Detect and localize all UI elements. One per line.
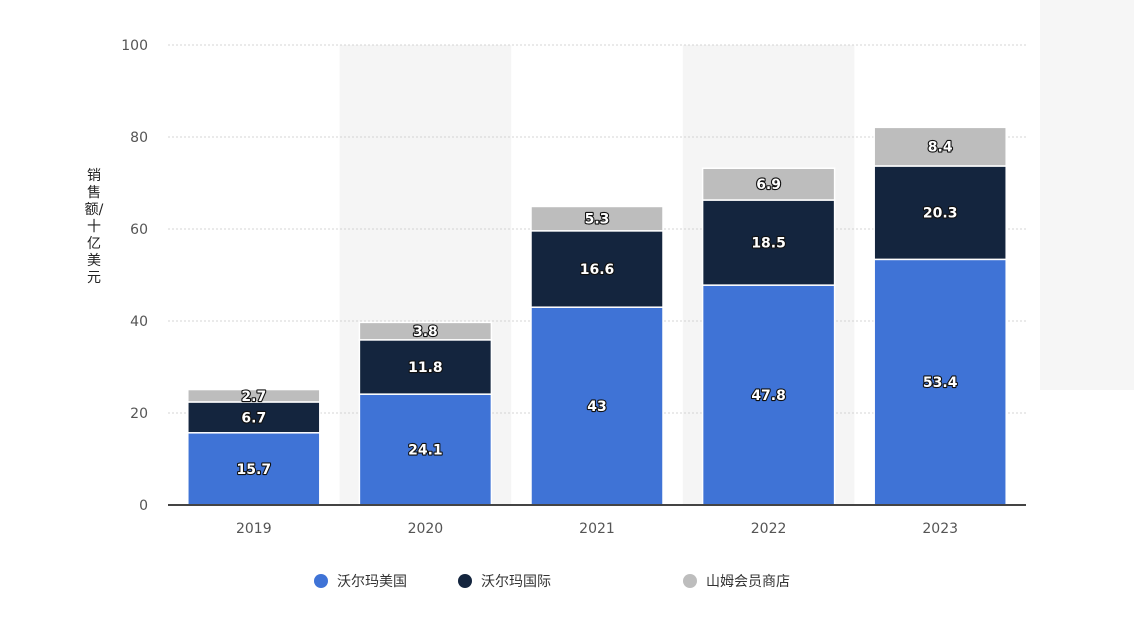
bar-2019-series-2 [187, 388, 321, 403]
bar-2019-series-0 [187, 432, 321, 506]
data-label-2022-series-1: 18.5 [751, 236, 786, 252]
data-label-2020-series-0: 24.1 [408, 443, 443, 459]
bar-2023-series-0 [873, 258, 1007, 506]
bar-2022-series-0 [701, 284, 836, 506]
x-axis-ticks: 2019 2020 2021 2022 2023 [236, 521, 958, 537]
legend-label-walmart-international: 沃尔玛国际 [481, 574, 551, 590]
bar-2021-series-1 [530, 230, 664, 308]
y-tick-label-20: 20 [130, 406, 148, 422]
y-axis-title: 销售额/十亿美元 [84, 168, 104, 286]
legend-swatch-walmart-international [458, 574, 472, 588]
data-label-2020-series-2: 3.8 [413, 324, 438, 340]
x-tick-label-2020: 2020 [408, 521, 444, 537]
legend-swatch-sams-club [683, 574, 697, 588]
legend-item-walmart-us[interactable]: 沃尔玛美国 [314, 569, 407, 593]
y-axis-ticks: 0 20 40 60 80 100 [121, 38, 148, 514]
data-label-2019-series-1: 6.7 [241, 410, 266, 426]
bar-2019-series-1 [187, 401, 321, 434]
data-label-2023-series-2: 8.4 [928, 140, 953, 156]
legend-label-sams-club: 山姆会员商店 [706, 574, 790, 590]
data-label-2021-series-2: 5.3 [585, 212, 610, 228]
bar-stacks [187, 126, 1007, 506]
data-label-2019-series-2: 2.7 [241, 389, 266, 405]
y-tick-label-80: 80 [130, 130, 148, 146]
bar-2021-series-2 [530, 205, 664, 232]
data-label-2020-series-1: 11.8 [408, 360, 443, 376]
x-tick-label-2023: 2023 [922, 521, 958, 537]
data-label-2021-series-0: 43 [587, 399, 606, 415]
x-tick-label-2019: 2019 [236, 521, 272, 537]
legend-swatch-walmart-us [314, 574, 328, 588]
data-label-2022-series-2: 6.9 [756, 177, 781, 193]
data-label-2019-series-0: 15.7 [237, 462, 272, 478]
right-edge-shade [1040, 0, 1134, 390]
bar-2022-series-1 [701, 199, 836, 286]
data-label-2021-series-1: 16.6 [580, 262, 615, 278]
x-tick-label-2022: 2022 [751, 521, 787, 537]
data-label-2022-series-0: 47.8 [751, 388, 786, 404]
bar-2020-series-2 [358, 321, 493, 341]
legend-item-walmart-international[interactable]: 沃尔玛国际 [458, 569, 551, 593]
y-tick-label-40: 40 [130, 314, 148, 330]
y-tick-label-0: 0 [139, 498, 148, 514]
data-label-2023-series-1: 20.3 [923, 206, 958, 222]
data-labels: 15.7 6.7 2.7 24.1 11.8 3.8 43 16.6 5.3 47.8 18.5 6.… [235, 139, 958, 479]
bar-2022-series-2 [701, 167, 836, 201]
y-tick-label-100: 100 [121, 38, 148, 54]
y-tick-label-60: 60 [130, 222, 148, 238]
legend-item-sams-club[interactable]: 山姆会员商店 [683, 569, 790, 593]
data-label-2023-series-0: 53.4 [923, 375, 958, 391]
legend: 沃尔玛美国 沃尔玛国际 山姆会员商店 [0, 569, 1134, 593]
legend-label-walmart-us: 沃尔玛美国 [337, 574, 407, 590]
x-tick-label-2021: 2021 [579, 521, 615, 537]
bar-2023-series-2 [873, 126, 1007, 167]
